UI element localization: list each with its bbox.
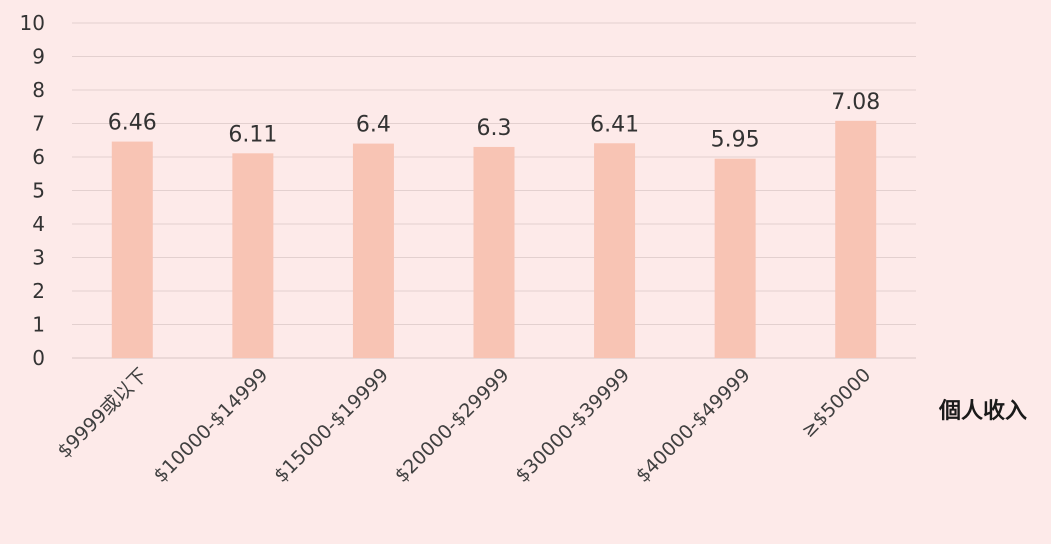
y-tick-label: 4 (32, 212, 45, 236)
bar-5 (715, 159, 756, 358)
y-tick-label: 1 (32, 313, 45, 337)
data-label-1: 6.11 (228, 122, 277, 147)
x-tick-label-5: $40000-$49999 (632, 364, 755, 487)
bar-2 (353, 144, 394, 358)
x-tick-label-4: $30000-$39999 (511, 364, 634, 487)
y-axis-ticks: 0 1 2 3 4 5 6 7 8 9 10 (20, 11, 45, 370)
data-label-6: 7.08 (831, 90, 880, 115)
y-tick-label: 6 (32, 145, 45, 169)
x-tick-label-6: ≥$50000 (797, 364, 875, 442)
data-label-0: 6.46 (108, 111, 157, 136)
x-axis-ticks: $9999或以下$10000-$14999$15000-$19999$20000… (53, 364, 875, 487)
y-tick-label: 5 (32, 179, 45, 203)
y-tick-label: 2 (32, 279, 45, 303)
bar-0 (112, 142, 153, 358)
y-tick-label: 9 (32, 45, 45, 69)
x-tick-label-2: $15000-$19999 (270, 364, 393, 487)
bar-6 (835, 121, 876, 358)
bars (112, 121, 876, 358)
data-label-5: 5.95 (711, 128, 760, 153)
data-label-4: 6.41 (590, 112, 639, 137)
bar-1 (232, 153, 273, 358)
x-tick-label-0: $9999或以下 (53, 364, 152, 463)
y-tick-label: 10 (20, 11, 45, 35)
data-labels: 6.46 6.11 6.4 6.3 6.41 5.95 7.08 (108, 90, 880, 153)
data-label-3: 6.3 (477, 116, 512, 141)
data-label-2: 6.4 (356, 113, 391, 138)
y-tick-label: 0 (32, 346, 45, 370)
x-tick-label-1: $10000-$14999 (149, 364, 272, 487)
x-tick-label-3: $20000-$29999 (391, 364, 514, 487)
x-axis-title: 個人收入 (938, 398, 1027, 424)
bar-4 (594, 143, 635, 358)
y-tick-label: 7 (32, 112, 45, 136)
bar-3 (474, 147, 515, 358)
y-tick-label: 3 (32, 246, 45, 270)
y-tick-label: 8 (32, 78, 45, 102)
